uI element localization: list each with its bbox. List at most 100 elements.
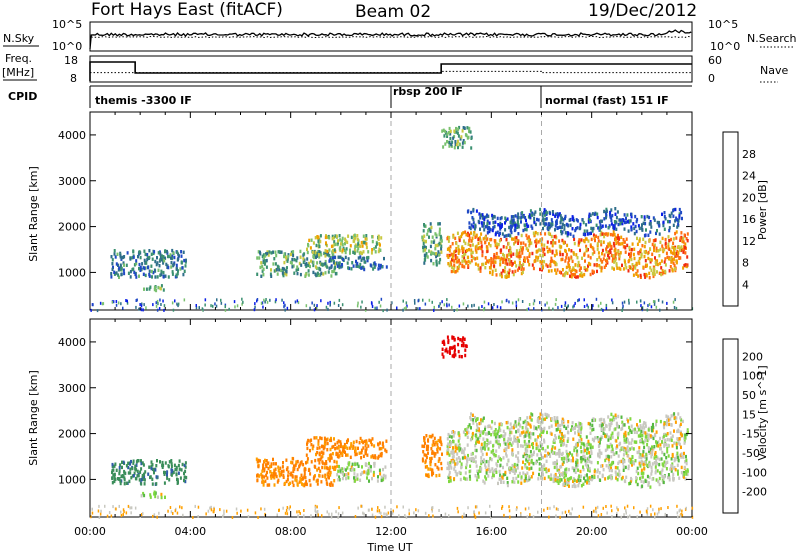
- data-cell-6: [654, 256, 656, 260]
- noise-cell: [297, 301, 300, 305]
- data-cell-4: [379, 472, 382, 476]
- data-cell-6: [506, 270, 509, 275]
- data-cell-6: [553, 438, 556, 443]
- data-cell-0: [113, 475, 116, 479]
- data-cell-6: [670, 260, 673, 264]
- data-cell-6: [670, 469, 673, 473]
- data-cell-2: [321, 460, 324, 464]
- data-cell-1: [148, 287, 151, 291]
- data-cell-6: [682, 236, 685, 241]
- data-cell-8: [669, 417, 672, 421]
- data-cell-6: [497, 242, 500, 247]
- data-cell-0: [134, 272, 137, 277]
- data-cell-8: [442, 145, 445, 149]
- data-cell-6: [447, 463, 450, 468]
- data-cell-6: [502, 245, 505, 249]
- data-cell-3: [321, 444, 323, 449]
- data-cell-8: [592, 427, 595, 432]
- data-cell-8: [449, 132, 452, 136]
- data-cell-7: [649, 220, 652, 224]
- data-cell-7: [667, 219, 669, 224]
- data-cell-7: [545, 209, 547, 214]
- noise-cell: [108, 511, 111, 514]
- data-cell-7: [467, 209, 470, 213]
- data-cell-6: [639, 476, 641, 481]
- data-cell-6: [452, 268, 455, 272]
- data-cell-4: [337, 261, 340, 266]
- data-cell-6: [553, 465, 556, 470]
- data-cell-6: [577, 484, 580, 488]
- noise-cell: [496, 305, 499, 309]
- data-cell-6: [451, 255, 454, 260]
- data-cell-3: [322, 451, 325, 455]
- data-cell-6: [672, 477, 675, 481]
- data-cell-2: [322, 272, 325, 276]
- noise-cell: [448, 303, 450, 307]
- data-cell-4: [360, 266, 363, 270]
- data-cell-0: [141, 262, 144, 266]
- data-cell-5: [423, 253, 426, 257]
- data-cell-2: [260, 274, 263, 278]
- data-cell-2: [329, 470, 332, 475]
- data-cell-6: [636, 242, 639, 246]
- data-cell-7: [493, 224, 496, 229]
- data-cell-6: [470, 254, 473, 259]
- data-cell-8: [484, 425, 487, 429]
- data-cell-6: [654, 260, 657, 265]
- data-cell-8: [591, 418, 594, 423]
- data-cell-6: [449, 479, 452, 483]
- data-cell-6: [494, 243, 497, 248]
- data-cell-8: [493, 432, 496, 437]
- data-cell-6: [639, 464, 642, 468]
- data-cell-2: [290, 472, 292, 476]
- data-cell-0: [118, 266, 121, 270]
- data-cell-6: [490, 263, 493, 267]
- data-cell-0: [138, 262, 141, 267]
- data-cell-6: [567, 477, 570, 482]
- data-cell-7: [534, 222, 537, 227]
- data-cell-0: [111, 481, 114, 485]
- data-cell-6: [495, 440, 498, 444]
- data-cell-5: [436, 243, 439, 248]
- data-cell-6: [600, 240, 603, 244]
- data-cell-6: [448, 249, 451, 253]
- data-cell-3: [374, 454, 377, 458]
- data-cell-6: [493, 253, 496, 257]
- data-cell-6: [562, 482, 565, 486]
- nave-tick-top: 60: [708, 54, 722, 67]
- noise-cell: [289, 505, 291, 509]
- noise-cell: [155, 304, 158, 308]
- data-cell-8: [478, 428, 480, 432]
- freq-unit-label: [MHz]: [2, 66, 34, 79]
- data-cell-6: [457, 439, 460, 443]
- data-cell-6: [565, 449, 568, 454]
- data-cell-6: [510, 466, 513, 471]
- data-cell-6: [593, 236, 596, 240]
- data-cell-6: [636, 236, 638, 241]
- data-cell-6: [656, 259, 659, 263]
- data-cell-6: [446, 451, 449, 456]
- data-cell-6: [492, 470, 495, 474]
- data-cell-6: [557, 481, 560, 485]
- data-cell-8: [531, 413, 534, 417]
- data-cell-2: [327, 475, 330, 479]
- data-cell-3: [355, 439, 358, 444]
- data-cell-6: [573, 448, 576, 453]
- data-cell-6: [617, 461, 620, 465]
- data-cell-8: [559, 427, 562, 432]
- data-cell-6: [563, 471, 566, 476]
- data-cell-6: [467, 453, 469, 458]
- data-cell-7: [600, 225, 603, 230]
- data-cell-5: [429, 467, 432, 471]
- data-cell-6: [650, 465, 653, 470]
- data-cell-8: [468, 129, 470, 134]
- data-cell-1: [155, 288, 158, 293]
- data-cell-2: [318, 273, 321, 277]
- noise-cell: [224, 305, 226, 308]
- data-cell-8: [655, 430, 658, 434]
- noise-cell: [628, 298, 630, 302]
- data-cell-3: [339, 238, 342, 242]
- data-cell-8: [642, 423, 645, 427]
- data-cell-6: [531, 251, 534, 256]
- data-cell-6: [611, 460, 614, 465]
